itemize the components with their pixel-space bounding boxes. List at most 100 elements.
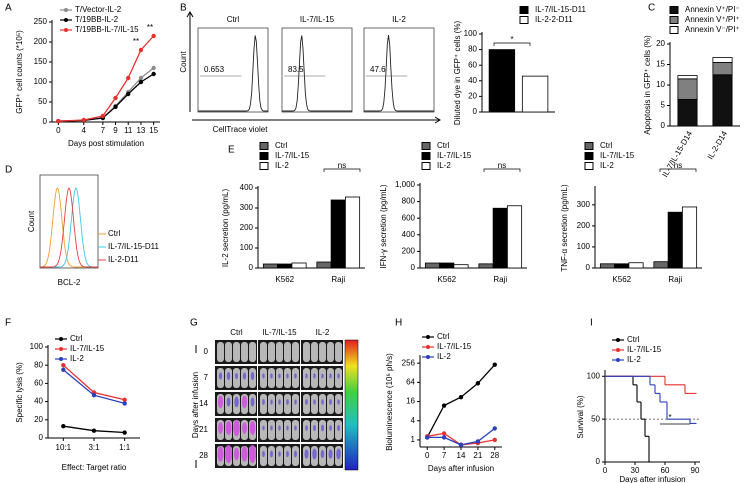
panel-letter: F — [5, 318, 11, 329]
legend-marker — [64, 8, 68, 12]
legend-label: IL-7/IL-15 — [600, 151, 635, 160]
bar — [506, 205, 523, 269]
legend-swatch — [259, 142, 269, 150]
signal — [337, 424, 340, 432]
series-line — [62, 369, 125, 405]
signal — [249, 445, 256, 463]
signal — [328, 449, 333, 459]
y-tick-label: 200 — [577, 221, 591, 230]
x-axis-label: Days after infusion — [428, 464, 494, 473]
y-tick-label: 100 — [577, 242, 591, 251]
bar-segment — [677, 98, 698, 127]
x-tick-label: 3:1 — [88, 443, 100, 452]
legend-label: Annexin V⁺/PI⁺ — [685, 15, 740, 24]
point — [61, 423, 66, 429]
y-tick-label: 0 — [596, 457, 601, 466]
row-label: 21 — [199, 425, 208, 434]
mouse — [225, 342, 232, 362]
bar-segment — [712, 57, 733, 63]
y-axis-label: Survival (%) — [576, 395, 585, 438]
x-tick-label: Raji — [493, 275, 507, 284]
legend-swatch — [669, 6, 679, 14]
x-tick-label: 90 — [691, 466, 700, 475]
panel-letter: C — [648, 3, 655, 14]
x-tick-label: 9 — [113, 126, 118, 135]
signal — [242, 372, 247, 380]
legend-swatch — [421, 142, 431, 150]
bar — [316, 261, 332, 269]
y-axis-label: IFN-γ secretion (pg/mL) — [379, 184, 388, 268]
point — [441, 431, 447, 436]
bar — [262, 263, 279, 269]
x-axis-label: Effect: Target ratio — [62, 463, 127, 472]
signal — [278, 425, 281, 431]
row-label: 7 — [204, 373, 209, 382]
signal — [278, 373, 281, 379]
mouse — [233, 342, 240, 362]
y-tick-label: 50 — [591, 414, 600, 423]
legend-label: IL-7/IL-15 — [437, 342, 472, 351]
panel-letter: G — [190, 318, 198, 329]
y-tick-label: 0 — [473, 107, 478, 116]
point — [492, 426, 497, 431]
y-tick-label: 4 — [411, 416, 416, 425]
y-tick-label: 100 — [240, 243, 254, 252]
signal — [321, 424, 324, 432]
bar — [453, 264, 469, 269]
flow-panel — [363, 27, 435, 113]
significance: * — [668, 413, 671, 422]
point — [458, 442, 464, 448]
row-label: 0 — [204, 347, 209, 356]
bar — [424, 262, 441, 269]
legend-label: Ctrl — [627, 335, 640, 344]
mouse — [335, 342, 342, 362]
y-tick-label: 300 — [240, 203, 254, 212]
signal — [286, 373, 289, 379]
point — [151, 33, 156, 39]
panel-title: IL-7/IL-15 — [300, 15, 335, 24]
bar — [344, 196, 361, 269]
legend-marker — [426, 355, 430, 359]
y-axis-label: GFP⁺ cell counts (*10⁵) — [15, 30, 24, 114]
y-tick-label: 0 — [39, 433, 44, 442]
legend-label: Ctrl — [600, 141, 613, 150]
legend-label: Ctrl — [70, 334, 83, 343]
legend-marker — [64, 18, 68, 22]
point — [122, 397, 127, 402]
bar — [291, 262, 307, 269]
signal — [305, 425, 308, 431]
x-tick-label: 10:1 — [56, 443, 72, 452]
significance: * — [510, 35, 513, 44]
y-tick-label: 200 — [240, 223, 254, 232]
point — [441, 403, 447, 408]
signal — [218, 395, 223, 409]
legend-marker — [426, 335, 430, 339]
significance-bracket — [659, 168, 697, 172]
legend-swatch — [669, 26, 679, 34]
point — [113, 104, 118, 110]
y-tick-label: 100 — [464, 29, 478, 38]
legend-label: IL-7/IL-15 — [627, 345, 662, 354]
mouse — [260, 342, 267, 362]
legend-label: Ctrl — [108, 229, 121, 238]
signal — [270, 399, 273, 405]
y-tick-label: 10 — [656, 80, 665, 89]
x-tick-label: 0 — [603, 466, 608, 475]
y-tick-label: 400 — [402, 230, 416, 239]
point — [126, 91, 131, 97]
y-tick-label: 80 — [468, 45, 477, 54]
point — [122, 430, 127, 435]
mouse — [241, 342, 248, 362]
y-tick-label: 5 — [661, 101, 666, 110]
y-tick-label: 100 — [587, 371, 601, 380]
legend-swatch — [584, 162, 594, 170]
signal — [313, 373, 316, 379]
histogram — [198, 35, 268, 112]
panel-letter: H — [395, 318, 402, 329]
legend-label: Ctrl — [275, 141, 288, 150]
y-axis-label: Specific lysis (%) — [15, 362, 24, 423]
legend-label: IL-2-2-D11 — [535, 15, 573, 24]
mouse — [268, 342, 275, 362]
